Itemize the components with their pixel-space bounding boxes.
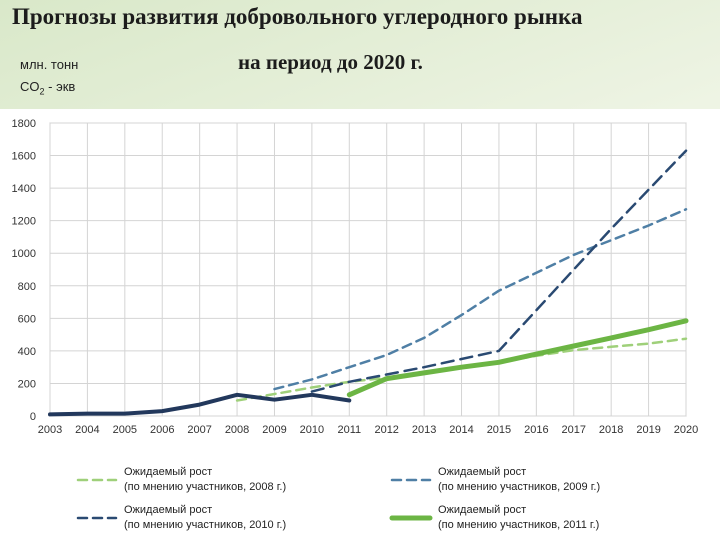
y-tick-label: 1400 xyxy=(12,183,36,195)
y-tick-label: 1800 xyxy=(12,118,36,130)
unit-suffix: - экв xyxy=(44,79,76,94)
x-tick-label: 2003 xyxy=(38,424,62,436)
chart-series xyxy=(48,149,689,417)
unit-line-1: млн. тонн xyxy=(20,57,79,72)
plot-area xyxy=(49,122,687,417)
legend-label-forecast_2009: Ожидаемый рост xyxy=(438,466,526,478)
y-tick-label: 1200 xyxy=(12,216,36,228)
x-tick-label: 2005 xyxy=(113,424,137,436)
x-tick-label: 2020 xyxy=(674,424,698,436)
unit-line-2: CO2 - экв xyxy=(20,76,78,103)
series-line-forecast_2011 xyxy=(346,318,689,398)
x-tick-label: 2017 xyxy=(562,424,586,436)
x-tick-label: 2006 xyxy=(150,424,174,436)
y-tick-label: 0 xyxy=(30,411,36,423)
x-tick-label: 2004 xyxy=(75,424,99,436)
x-tick-label: 2010 xyxy=(300,424,324,436)
x-tick-label: 2008 xyxy=(225,424,249,436)
x-tick-label: 2011 xyxy=(337,424,361,436)
chart-legend: Ожидаемый рост (по мнению участников, 200… xyxy=(76,466,600,531)
chart-title-line-2: на период до 2020 г. xyxy=(238,50,423,74)
x-tick-label: 2012 xyxy=(374,424,398,436)
chart-title-line-1: Прогнозы развития добровольного углеродн… xyxy=(12,4,583,29)
legend-label-forecast_2008: (по мнению участников, 2008 г.) xyxy=(124,481,286,493)
unit-sub: 2 xyxy=(39,86,45,97)
y-axis-unit-label: млн. тонн CO2 - экв xyxy=(20,54,78,103)
chart-svg: 0 200 400 600 800 1000 1200 1400 1600 1800 2003 200… xyxy=(12,118,699,531)
x-tick-label: 2013 xyxy=(412,424,436,436)
x-tick-label: 2014 xyxy=(449,424,473,436)
legend-label-forecast_2010: (по мнению участников, 2010 г.) xyxy=(124,519,286,531)
y-tick-label: 1000 xyxy=(12,248,36,260)
x-tick-label: 2009 xyxy=(262,424,286,436)
legend-label-forecast_2010: Ожидаемый рост xyxy=(124,504,212,516)
x-tick-label: 2015 xyxy=(487,424,511,436)
x-tick-label: 2018 xyxy=(599,424,623,436)
x-tick-label: 2019 xyxy=(636,424,660,436)
legend-label-forecast_2011: (по мнению участников, 2011 г.) xyxy=(438,519,599,531)
chart-grid xyxy=(49,122,687,417)
y-tick-label: 1600 xyxy=(12,151,36,163)
chart-panel: 0 200 400 600 800 1000 1200 1400 1600 1800 2003 200… xyxy=(0,109,720,540)
y-tick-label: 600 xyxy=(18,313,36,325)
x-tick-label: 2016 xyxy=(524,424,548,436)
y-tick-label: 200 xyxy=(18,378,36,390)
y-tick-label: 800 xyxy=(18,281,36,293)
x-tick-label: 2007 xyxy=(187,424,211,436)
legend-label-forecast_2011: Ожидаемый рост xyxy=(438,504,526,516)
legend-label-forecast_2008: Ожидаемый рост xyxy=(124,466,212,478)
legend-label-forecast_2009: (по мнению участников, 2009 г.) xyxy=(438,481,600,493)
unit-co: CO xyxy=(20,79,40,94)
y-tick-label: 400 xyxy=(18,346,36,358)
series-line-forecast_2009 xyxy=(273,208,688,391)
chart-axes: 0 200 400 600 800 1000 1200 1400 1600 1800 2003 200… xyxy=(12,118,699,436)
